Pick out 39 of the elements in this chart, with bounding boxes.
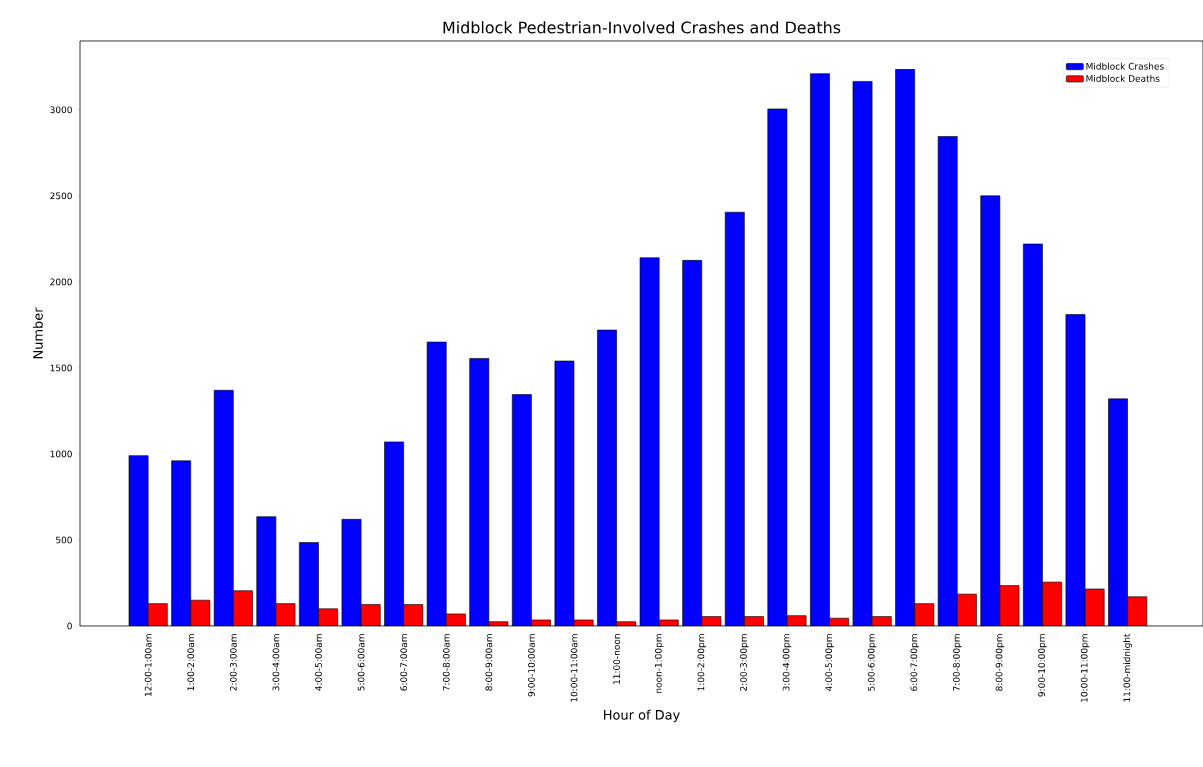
x-tick-label: 5:00-6:00am (357, 634, 365, 691)
bar (1127, 596, 1148, 626)
x-tick-label: 6:00-7:00am (400, 634, 408, 691)
x-tick-label: 11:00-noon (613, 634, 620, 684)
x-tick-label: 10:00-11:00pm (1080, 634, 1090, 702)
y-tick-label: 0 (67, 622, 72, 630)
x-tick-label: noon-1:00pm (654, 634, 664, 693)
x-tick-label: 12:00-1:00am (144, 634, 152, 696)
x-tick-label: 3:00-4:00pm (782, 634, 792, 691)
y-tick-label: 1500 (50, 364, 72, 372)
chart-title: Midblock Pedestrian-Involved Crashes and Deaths (443, 21, 841, 34)
y-tick-label: 500 (56, 536, 72, 544)
x-axis-title: Hour of Day (604, 709, 680, 723)
bar (1042, 581, 1062, 626)
legend-label: Midblock Crashes (1086, 62, 1164, 70)
x-tick-label: 5:00-6:00pm (867, 634, 877, 691)
y-tick-label: 2500 (50, 192, 72, 200)
x-tick-label: 10:00-11:00am (570, 634, 578, 702)
x-tick-label: 3:00-4:00am (272, 634, 280, 691)
x-tick-label: 6:00-7:00pm (910, 634, 919, 691)
bar (233, 590, 253, 626)
x-tick-label: 7:00-8:00am (442, 634, 450, 691)
y-tick-label: 1000 (50, 450, 72, 458)
x-tick-label: 1:00-2:00pm (697, 634, 707, 691)
x-tick-label: 8:00-9:00pm (995, 634, 1005, 691)
x-tick-label: 9:00-10:00pm (1038, 634, 1047, 697)
legend-label: Midblock Deaths (1086, 75, 1160, 82)
x-tick-label: 9:00-10:00am (528, 634, 535, 697)
y-tick-label: 2000 (50, 278, 72, 286)
x-tick-label: 2:00-3:00am (229, 634, 237, 691)
x-tick-label: 2:00-3:00pm (740, 634, 749, 691)
x-tick-label: 4:00-5:00am (315, 634, 322, 691)
x-tick-label: 11:00-midnight (1123, 633, 1132, 702)
x-tick-label: 7:00-8:00pm (953, 634, 962, 691)
x-tick-label: 8:00-9:00am (485, 634, 493, 691)
y-tick-label: 3000 (50, 106, 72, 114)
x-tick-label: 1:00-2:00am (187, 634, 195, 691)
x-tick-label: 4:00-5:00pm (825, 634, 834, 691)
y-axis-title: Number (32, 307, 43, 359)
